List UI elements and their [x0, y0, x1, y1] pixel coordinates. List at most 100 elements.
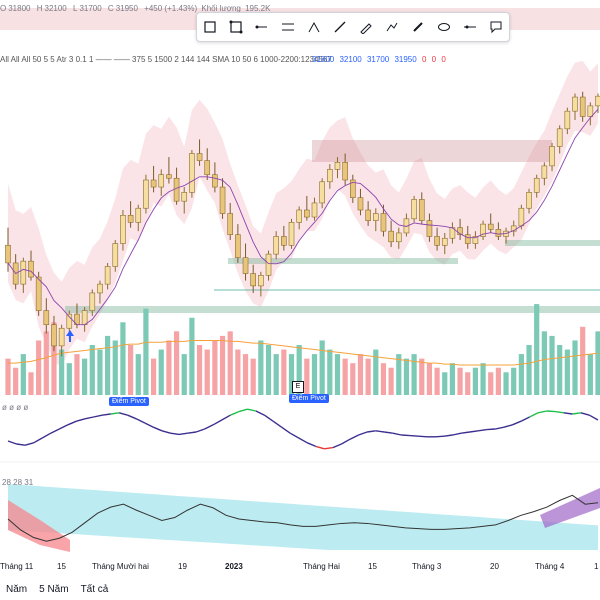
parallel-lines-icon[interactable] [278, 17, 298, 37]
candle-body [441, 237, 448, 246]
volume-label: Khối lượng [201, 4, 241, 13]
osc-segment [341, 438, 351, 445]
projection-icon[interactable] [304, 17, 324, 37]
osc-segment [93, 414, 103, 418]
candle-body [526, 192, 532, 209]
volume-bar [557, 345, 563, 395]
volume-bar [59, 349, 65, 395]
candle-body [411, 199, 417, 220]
path-icon[interactable] [382, 17, 402, 37]
volume-bar [457, 367, 463, 395]
osc-segment [529, 412, 539, 418]
volume-bar [357, 354, 364, 395]
osc-segment [161, 430, 171, 434]
osc-segment [538, 410, 547, 414]
osc-segment [580, 412, 590, 416]
candle-body [166, 174, 172, 179]
volume-bar [120, 322, 126, 395]
candle-body [342, 162, 348, 181]
candle-body [35, 276, 42, 311]
osc-segment [435, 435, 445, 438]
indicator-settings[interactable]: All All All 50 5 5 Atr 3 0.1 1 —— —— 375… [0, 55, 332, 64]
osc-segment [178, 432, 188, 436]
ohlc-high: H 32100 [36, 4, 67, 13]
volume-bar [434, 367, 440, 395]
volume-bar [396, 354, 402, 395]
comment-icon[interactable] [486, 17, 506, 37]
timeframe-year[interactable]: Năm [6, 583, 28, 595]
brush-icon[interactable] [408, 17, 428, 37]
candle-body [579, 96, 586, 117]
candle-body [372, 213, 379, 221]
osc-segment [195, 428, 205, 433]
osc-segment [67, 420, 77, 426]
osc-segment [281, 426, 291, 434]
osc-segment [307, 442, 317, 448]
osc-segment [486, 428, 496, 431]
osc-segment [332, 443, 342, 449]
x-tick: 15 [57, 562, 66, 571]
select-box-icon[interactable] [226, 17, 246, 37]
candle-body [219, 186, 226, 214]
osc-segment [367, 430, 376, 433]
horizontal-ray-icon[interactable] [252, 17, 272, 37]
osc-segment [298, 437, 308, 444]
pencil-icon[interactable] [356, 17, 376, 37]
pen-icon[interactable] [330, 17, 350, 37]
osc-segment [255, 410, 265, 416]
volume-bar [242, 354, 249, 395]
osc-segment [110, 412, 120, 415]
candle-body [265, 253, 272, 276]
osc-segment [401, 434, 410, 437]
ind-val-0: 31800 [312, 55, 335, 64]
volume-bar [273, 354, 279, 395]
volume-bar [595, 331, 600, 395]
osc-segment [349, 434, 359, 440]
ind-val-6: 0 [441, 55, 446, 64]
volume-bar [150, 358, 157, 395]
candle-body [587, 105, 594, 117]
ellipse-icon[interactable] [434, 17, 454, 37]
candle-body [51, 324, 57, 347]
osc-segment [324, 446, 334, 450]
volume-bar [189, 317, 195, 395]
volume-bar [572, 340, 578, 395]
rectangle-icon[interactable] [200, 17, 220, 37]
volume-bar [166, 340, 172, 395]
osc-segment [118, 412, 128, 416]
band-bull-fill [540, 488, 600, 528]
timeframe-5year[interactable]: 5 Năm [39, 583, 69, 595]
band-line [7, 494, 599, 542]
volume-bar [480, 363, 486, 395]
ohlc-change: +450 (+1.43%) [144, 4, 198, 13]
candle-body [181, 192, 188, 202]
volume-bar [511, 367, 517, 395]
line-icon[interactable] [460, 17, 480, 37]
x-tick: Tháng 11 [0, 562, 34, 571]
x-tick: 2023 [225, 562, 243, 571]
volume-bar [288, 354, 295, 395]
volume-bar [265, 345, 272, 395]
volume-bar [419, 358, 425, 395]
volume-bar [495, 367, 501, 395]
candle-body [296, 209, 302, 223]
candle-body [434, 236, 440, 246]
event-marker[interactable]: E [292, 381, 304, 393]
osc-segment [230, 410, 240, 416]
candle-body [556, 128, 563, 147]
candle-body [327, 169, 333, 183]
candle-body [143, 179, 149, 209]
candle-body [204, 160, 211, 176]
x-tick: Tháng 3 [412, 562, 442, 571]
volume-bar [549, 335, 555, 395]
osc-segment [76, 418, 86, 422]
candle-body [495, 229, 502, 237]
x-tick: 1 [594, 562, 599, 571]
osc-segment [315, 445, 325, 450]
volume-bar [250, 358, 256, 395]
candle-body [135, 207, 142, 223]
timeframe-all[interactable]: Tất cả [80, 583, 109, 595]
volume-bar [212, 340, 218, 395]
